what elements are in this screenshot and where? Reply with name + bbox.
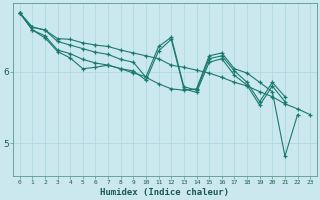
X-axis label: Humidex (Indice chaleur): Humidex (Indice chaleur) [100,188,229,197]
